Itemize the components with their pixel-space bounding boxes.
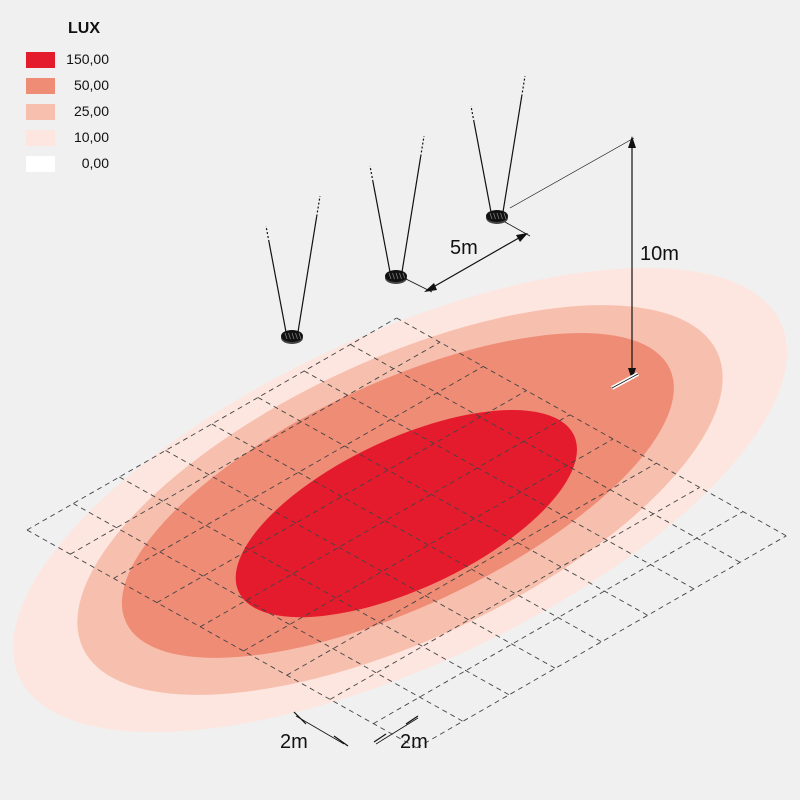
height-reference-line (509, 137, 635, 209)
arrow-head (628, 136, 636, 148)
luminaire-fin (295, 332, 298, 340)
grid-line (26, 529, 417, 749)
grid-line (211, 423, 602, 643)
suspension-cable (268, 241, 287, 333)
grid-a-label: 2m (280, 731, 308, 753)
grid-line (119, 476, 510, 696)
grid-line (329, 487, 700, 700)
suspension-cable-continuation (369, 165, 374, 183)
suspension-cable-continuation (265, 225, 270, 243)
suspension-cable (401, 156, 422, 273)
legend-swatch (26, 130, 55, 146)
arrow-head (516, 233, 528, 242)
luminaire-fin (496, 212, 500, 220)
luminaire-fin (395, 272, 399, 280)
luminaire-fin (291, 332, 295, 340)
grid-line (416, 535, 787, 749)
legend-swatch (26, 104, 55, 120)
suspension-cable-continuation (470, 105, 475, 123)
suspension-cable (502, 96, 523, 213)
luminaires (265, 75, 526, 344)
legend-value: 0,00 (81, 155, 109, 171)
legend-row-10: 10,00 (26, 128, 136, 148)
grid-line (72, 503, 464, 722)
legend-swatch (26, 52, 55, 68)
grid-line (113, 366, 484, 579)
legend-row-150: 150,00 (26, 50, 136, 70)
luminaire-1 (265, 195, 321, 344)
suspension-cable (297, 216, 318, 333)
suspension-cable-continuation (420, 135, 425, 157)
suspension-cable-continuation (316, 195, 321, 217)
suspension-cable (372, 181, 391, 273)
grid-line (286, 462, 657, 676)
dimension-lines (293, 136, 639, 747)
isolux-zones (13, 267, 787, 733)
legend-value: 50,00 (73, 77, 109, 93)
legend-value: 10,00 (73, 129, 109, 145)
suspension-cable (473, 121, 492, 213)
luminaire-fin (288, 332, 291, 340)
luminaire-fin (503, 212, 507, 220)
grid-line (350, 344, 741, 563)
ground-grid (26, 317, 787, 749)
grid-b-label: 2m (400, 731, 428, 753)
grid-line (243, 438, 614, 652)
luminaire-3 (470, 75, 526, 224)
spacing-label: 5m (450, 237, 478, 259)
luminaire-fin (388, 272, 392, 280)
luminaire-fin (284, 332, 288, 340)
legend-row-50: 50,00 (26, 76, 136, 96)
grid-line (373, 511, 744, 724)
legend-row-25: 25,00 (26, 102, 136, 122)
legend-title: LUX (68, 20, 100, 37)
luminaire-fin (298, 332, 302, 340)
grid-line (303, 370, 695, 590)
grid-line (257, 397, 648, 616)
luminaire-fin (399, 272, 402, 280)
luminaire-fin (493, 212, 496, 220)
legend-value: 25,00 (73, 103, 109, 119)
legend-row-0: 0,00 (26, 154, 136, 174)
luminaire-fin (392, 272, 395, 280)
spacing-dimension-line (427, 234, 525, 291)
grid-line (396, 317, 787, 537)
zone-150-lux (235, 409, 577, 618)
grid-line (70, 341, 441, 555)
suspension-cable-continuation (521, 75, 526, 97)
legend-swatch (26, 78, 55, 94)
arrow-head (424, 283, 437, 292)
legend-swatch (26, 156, 55, 172)
height-label: 10m (640, 243, 679, 265)
grid-line (156, 390, 527, 603)
luminaire-fin (500, 212, 503, 220)
luminaire-2 (369, 135, 425, 284)
grid-line (199, 414, 571, 628)
luminaire-fin (489, 212, 493, 220)
legend-value: 150,00 (66, 51, 109, 67)
grid-line (165, 450, 556, 669)
arrow-head (628, 368, 636, 380)
grid-line (26, 317, 397, 531)
